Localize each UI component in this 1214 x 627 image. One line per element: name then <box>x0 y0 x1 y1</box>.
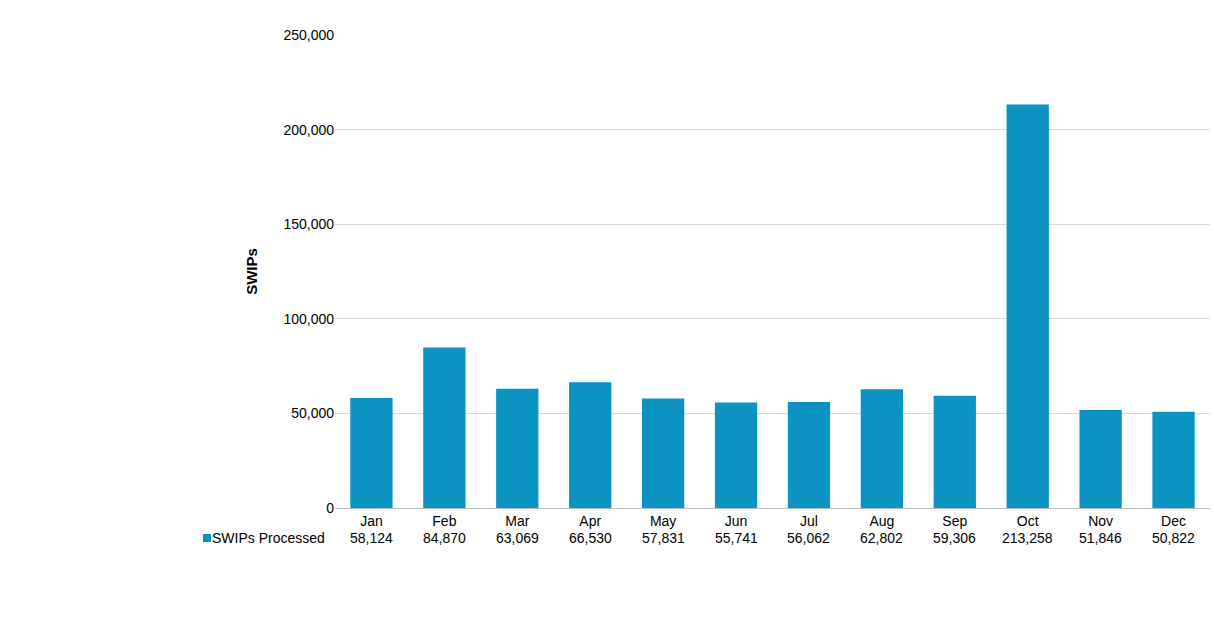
svg-text:Feb: Feb <box>432 513 456 529</box>
svg-text:250,000: 250,000 <box>283 27 334 43</box>
svg-text:63,069: 63,069 <box>496 530 539 546</box>
svg-text:Oct: Oct <box>1017 513 1039 529</box>
svg-text:200,000: 200,000 <box>283 122 334 138</box>
svg-text:57,831: 57,831 <box>642 530 685 546</box>
svg-text:66,530: 66,530 <box>569 530 612 546</box>
svg-text:Mar: Mar <box>505 513 529 529</box>
svg-text:Jan: Jan <box>360 513 383 529</box>
svg-text:May: May <box>650 513 676 529</box>
svg-text:50,822: 50,822 <box>1152 530 1195 546</box>
svg-text:84,870: 84,870 <box>423 530 466 546</box>
svg-text:58,124: 58,124 <box>350 530 393 546</box>
svg-text:56,062: 56,062 <box>787 530 830 546</box>
svg-text:Dec: Dec <box>1161 513 1186 529</box>
svg-text:50,000: 50,000 <box>291 405 334 421</box>
svg-text:Sep: Sep <box>942 513 967 529</box>
svg-text:51,846: 51,846 <box>1079 530 1122 546</box>
svg-text:0: 0 <box>326 500 334 516</box>
svg-text:Nov: Nov <box>1088 513 1113 529</box>
svg-text:59,306: 59,306 <box>933 530 976 546</box>
svg-text:Aug: Aug <box>869 513 894 529</box>
svg-text:SWIPs: SWIPs <box>243 248 260 295</box>
svg-text:100,000: 100,000 <box>283 311 334 327</box>
svg-text:62,802: 62,802 <box>860 530 903 546</box>
svg-text:55,741: 55,741 <box>715 530 758 546</box>
svg-text:Apr: Apr <box>579 513 601 529</box>
svg-text:SWIPs Processed: SWIPs Processed <box>212 530 325 546</box>
svg-text:Jul: Jul <box>800 513 818 529</box>
svg-text:Jun: Jun <box>725 513 748 529</box>
svg-text:213,258: 213,258 <box>1002 530 1053 546</box>
svg-text:150,000: 150,000 <box>283 216 334 232</box>
